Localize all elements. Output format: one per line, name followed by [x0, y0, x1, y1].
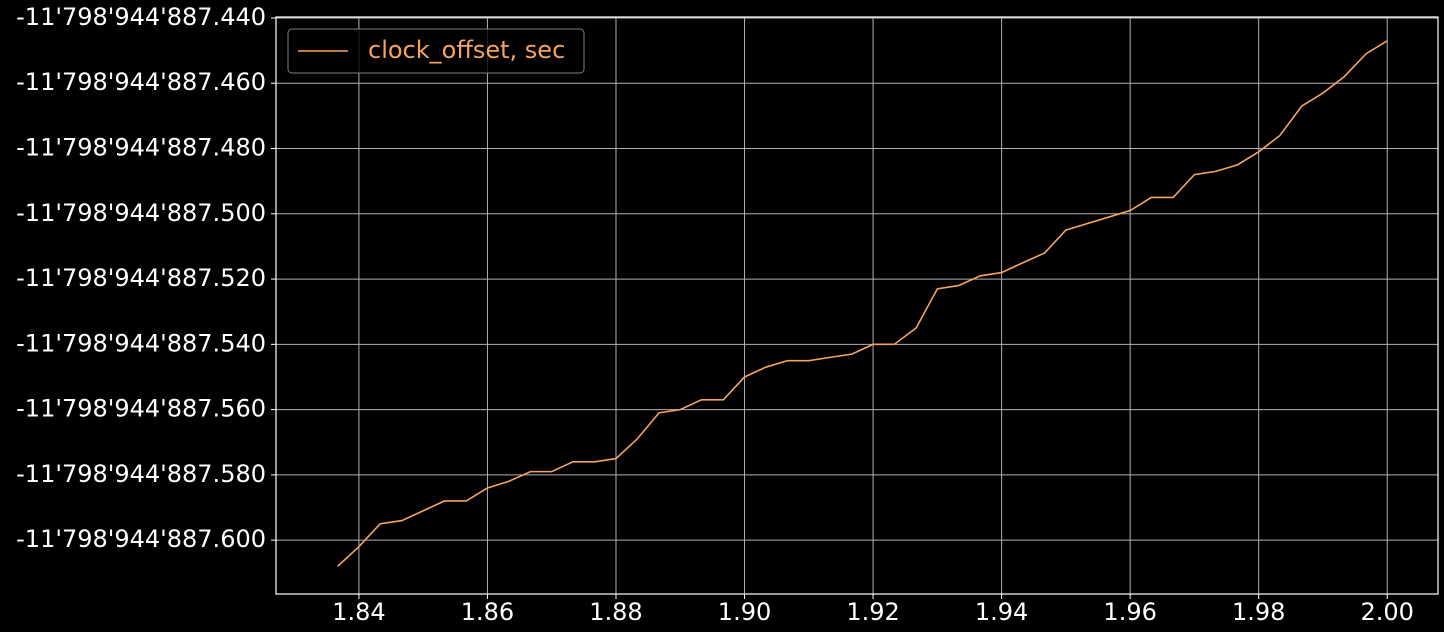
- y-tick-label: -11'798'944'887.520: [16, 264, 266, 292]
- y-tick-label: -11'798'944'887.440: [16, 3, 266, 31]
- y-tick-label: -11'798'944'887.500: [16, 199, 266, 227]
- x-tick-label: 1.96: [1103, 598, 1156, 626]
- y-tick-label: -11'798'944'887.580: [16, 460, 266, 488]
- x-tick-label: 1.92: [846, 598, 899, 626]
- legend-box: [287, 28, 585, 74]
- plot-frame: [275, 16, 1439, 595]
- x-tick-label: 1.86: [461, 598, 514, 626]
- x-tick-label: 1.90: [718, 598, 771, 626]
- x-tick-label: 2.00: [1361, 598, 1414, 626]
- data-line: [337, 40, 1388, 567]
- x-tick-label: 1.94: [975, 598, 1028, 626]
- y-tick-label: -11'798'944'887.480: [16, 134, 266, 162]
- x-tick-label: 1.84: [332, 598, 385, 626]
- legend-label: clock_offset, sec: [368, 36, 565, 64]
- x-tick-label: 1.88: [589, 598, 642, 626]
- y-tick-label: -11'798'944'887.560: [16, 395, 266, 423]
- x-tick-label: 1.98: [1232, 598, 1285, 626]
- y-tick-label: -11'798'944'887.540: [16, 329, 266, 357]
- y-tick-label: -11'798'944'887.460: [16, 68, 266, 96]
- y-tick-label: -11'798'944'887.600: [16, 525, 266, 553]
